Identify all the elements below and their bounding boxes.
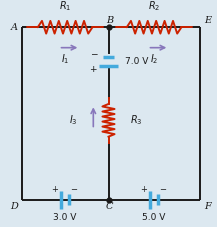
Text: D: D [10,202,18,211]
Text: C: C [106,202,113,211]
Text: −: − [159,185,166,194]
Text: $I_3$: $I_3$ [69,114,78,127]
Text: A: A [11,23,18,32]
Text: −: − [70,185,77,194]
Text: $R_1$: $R_1$ [59,0,71,12]
Text: +: + [140,185,147,194]
Text: 7.0 V: 7.0 V [125,57,148,66]
Text: B: B [106,16,113,25]
Text: $R_2$: $R_2$ [148,0,160,12]
Text: $I_2$: $I_2$ [150,52,158,66]
Text: F: F [204,202,211,211]
Text: E: E [204,16,211,25]
Text: $I_1$: $I_1$ [61,52,69,66]
Text: −: − [90,49,97,58]
Text: $R_3$: $R_3$ [130,114,143,127]
Text: +: + [90,65,97,74]
Text: 3.0 V: 3.0 V [53,213,77,222]
Text: +: + [51,185,58,194]
Text: 5.0 V: 5.0 V [142,213,166,222]
